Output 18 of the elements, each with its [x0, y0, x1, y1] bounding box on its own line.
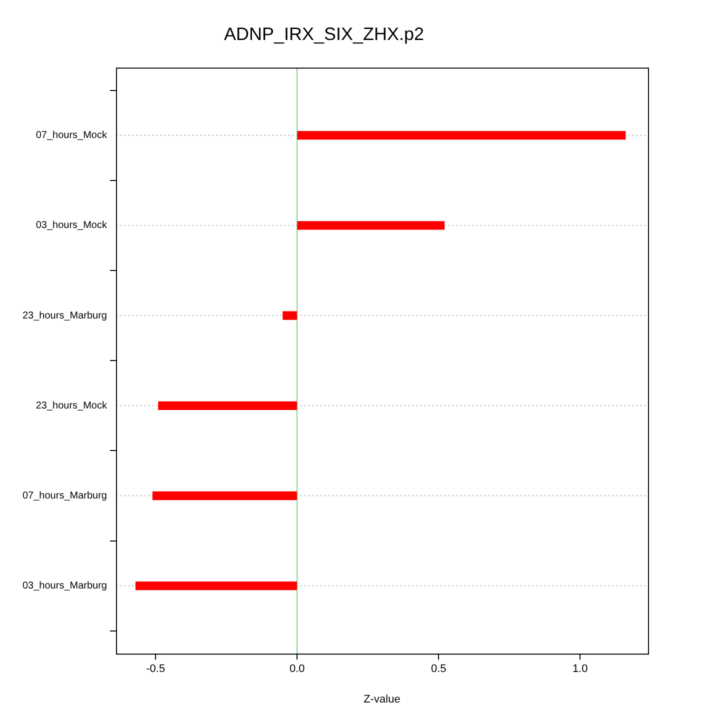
- y-tick-label: 07_hours_Marburg: [22, 490, 107, 502]
- y-tick-label: 03_hours_Mock: [36, 220, 108, 232]
- bar: [297, 131, 626, 140]
- x-axis-title: Z-value: [364, 693, 400, 706]
- bar: [152, 491, 297, 500]
- bar: [282, 311, 297, 320]
- y-tick-label: 23_hours_Mock: [36, 400, 108, 412]
- x-tick-label: 0.0: [289, 663, 305, 676]
- x-tick-label: 1.0: [572, 663, 588, 676]
- bar: [135, 582, 297, 590]
- bar: [158, 401, 297, 410]
- y-tick-label: 03_hours_Marburg: [22, 580, 107, 592]
- bar: [297, 221, 445, 230]
- y-tick-label: 23_hours_Marburg: [22, 310, 107, 322]
- x-tick-label: -0.5: [146, 663, 166, 676]
- chart-title: ADNP_IRX_SIX_ZHX.p2: [224, 24, 424, 44]
- x-tick-label: 0.5: [430, 663, 446, 676]
- y-tick-label: 07_hours_Mock: [36, 130, 108, 142]
